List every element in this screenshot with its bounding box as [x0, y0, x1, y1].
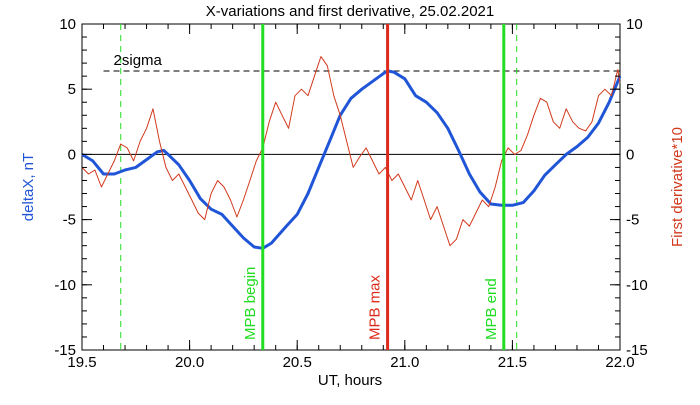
derivative-series-line: [81, 56, 621, 247]
y-axis-right-title: First derivative*10: [669, 127, 686, 247]
y-right-tick-label: 10: [626, 16, 643, 33]
plot-area: [81, 23, 621, 351]
y-right-tick-label: -5: [626, 212, 639, 229]
x-axis-title: UT, hours: [318, 372, 382, 389]
y-left-tick-label: 5: [68, 81, 76, 98]
mpb-begin-label: MPB begin: [242, 267, 259, 340]
event-markers: MPB begin MPB max MPB end: [242, 24, 506, 350]
mpb-end-label: MPB end: [483, 278, 500, 340]
x-tick-label: 19.5: [67, 354, 96, 371]
y-axis-left-title: deltaX, nT: [20, 153, 37, 221]
y-right-tick-label: -10: [626, 277, 648, 294]
x-tick-label: 20.0: [175, 354, 204, 371]
series-group: [81, 56, 622, 250]
y-left-tick-label: 10: [59, 16, 76, 33]
reference-lines: [82, 24, 620, 350]
axis-ticks: 19.5 20.0 20.5 21.0 21.5 22.0 10 5 0 -5 -10 -15 10 5 0…: [54, 16, 647, 371]
y-left-tick-label: -10: [54, 277, 76, 294]
x-tick-label: 22.0: [605, 354, 634, 371]
two-sigma-label: 2sigma: [114, 52, 163, 69]
deltax-series-line: [81, 69, 622, 250]
x-tick-label: 20.5: [283, 354, 312, 371]
chart-title: X-variations and first derivative, 25.02…: [206, 3, 495, 20]
x-tick-label: 21.5: [498, 354, 527, 371]
y-right-tick-label: -15: [626, 342, 648, 359]
y-right-tick-label: 0: [626, 146, 634, 163]
mpb-max-label: MPB max: [367, 274, 384, 340]
y-left-tick-label: -15: [54, 342, 76, 359]
y-left-tick-label: 0: [68, 146, 76, 163]
y-left-tick-label: -5: [63, 212, 76, 229]
x-tick-label: 21.0: [390, 354, 419, 371]
plot-frame: [81, 23, 621, 351]
y-right-tick-label: 5: [626, 81, 634, 98]
